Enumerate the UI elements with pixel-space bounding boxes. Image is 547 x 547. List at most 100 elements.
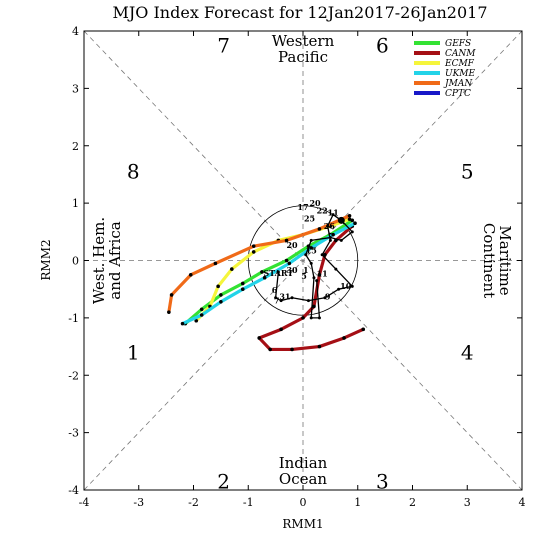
legend-label: UKME — [445, 69, 476, 79]
series-point — [240, 287, 245, 291]
x-tick-label: -1 — [243, 496, 254, 509]
region-label-line: West. Hem. — [90, 217, 108, 304]
region-label-line: Maritime — [496, 225, 514, 295]
observed-point — [309, 316, 313, 320]
x-tick-label: -2 — [188, 496, 199, 509]
phase-label: 6 — [376, 33, 389, 57]
series-point — [331, 232, 335, 237]
observed-point — [309, 261, 313, 265]
region-label-line: Western — [272, 32, 335, 50]
observed-trajectory — [274, 213, 354, 320]
series-point — [323, 252, 327, 257]
region-label-line: Ocean — [279, 470, 328, 488]
day-label: 11 — [328, 208, 339, 218]
legend-label: CPTC — [445, 89, 471, 99]
x-tick-label: 2 — [409, 496, 416, 509]
y-axis-ticks: -4 -3 -2 -1 0 1 2 3 4 — [68, 25, 522, 497]
day-label: 10 — [340, 281, 352, 291]
day-label: 20 — [286, 240, 298, 250]
observed-point — [339, 238, 343, 242]
series-point — [347, 213, 352, 218]
legend-label: ECMF — [444, 59, 475, 69]
observed-point — [315, 279, 319, 283]
observed-point — [323, 296, 327, 300]
day-label: 5 — [301, 271, 307, 281]
observed-point — [350, 284, 354, 288]
chart-title: MJO Index Forecast for 12Jan2017-26Jan20… — [112, 3, 487, 22]
phase-label: 8 — [127, 160, 140, 184]
series-point — [167, 310, 171, 314]
day-label: START — [263, 268, 293, 278]
observed-point — [306, 299, 310, 303]
series-point — [188, 273, 193, 277]
series-point — [257, 336, 262, 340]
series-point — [240, 281, 245, 286]
y-tick-label: 0 — [72, 255, 79, 268]
day-label: 31 — [279, 292, 290, 302]
observed-point — [290, 296, 294, 300]
day-label: 6 — [272, 285, 278, 295]
series-point — [219, 293, 223, 297]
series-point — [301, 316, 305, 320]
y-tick-label: -4 — [68, 484, 79, 497]
series-point — [216, 284, 220, 289]
day-label: 1 — [303, 265, 309, 275]
day-label: 25 — [304, 213, 315, 223]
observed-point — [309, 238, 313, 242]
series-point — [251, 244, 256, 248]
region-label-line: Continent — [480, 223, 498, 298]
series-point — [219, 300, 223, 304]
diagonal-ref-line — [83, 30, 523, 491]
series-point — [317, 344, 322, 349]
series-point — [361, 327, 366, 332]
region-label-line: and Africa — [106, 221, 124, 299]
forecast-series — [167, 213, 366, 352]
observed-point — [326, 224, 330, 228]
series-point — [317, 273, 322, 277]
region-label-left: West. Hem.and Africa — [90, 217, 124, 304]
observed-point — [328, 236, 332, 240]
series-point — [353, 221, 357, 226]
y-tick-label: 2 — [72, 140, 79, 153]
phase-label: 4 — [461, 340, 474, 364]
day-label: 9 — [325, 292, 331, 302]
series-point — [260, 270, 264, 274]
series-point — [317, 227, 322, 231]
series-point — [284, 258, 289, 263]
series-point — [268, 347, 272, 352]
y-tick-label: 1 — [72, 197, 79, 210]
phase-label: 5 — [461, 160, 474, 184]
observed-point — [312, 276, 316, 280]
phase-label: 2 — [217, 469, 230, 493]
x-tick-label: -3 — [133, 496, 144, 509]
day-label: 26 — [324, 221, 336, 231]
series-point — [347, 217, 352, 221]
x-axis-label: RMM1 — [282, 517, 323, 531]
observed-point — [279, 299, 283, 303]
phase-label: 7 — [217, 33, 230, 57]
observed-point — [274, 296, 278, 300]
phase-label: 1 — [127, 340, 140, 364]
x-tick-label: 0 — [300, 496, 307, 509]
observed-point — [328, 238, 332, 242]
day-label: 20 — [309, 198, 321, 208]
observed-point — [320, 253, 324, 257]
y-tick-label: 4 — [72, 25, 79, 38]
series-point — [279, 327, 283, 332]
series-line-jman — [167, 214, 352, 314]
series-point — [312, 304, 316, 309]
series-point — [194, 318, 199, 323]
x-tick-label: 3 — [464, 496, 471, 509]
legend-label: GEFS — [445, 39, 471, 49]
series-point — [309, 246, 314, 250]
series-point — [251, 250, 256, 254]
observed-line — [274, 213, 353, 319]
series-point — [169, 293, 174, 297]
observed-end-marker — [337, 216, 345, 224]
x-tick-label: 4 — [519, 496, 526, 509]
